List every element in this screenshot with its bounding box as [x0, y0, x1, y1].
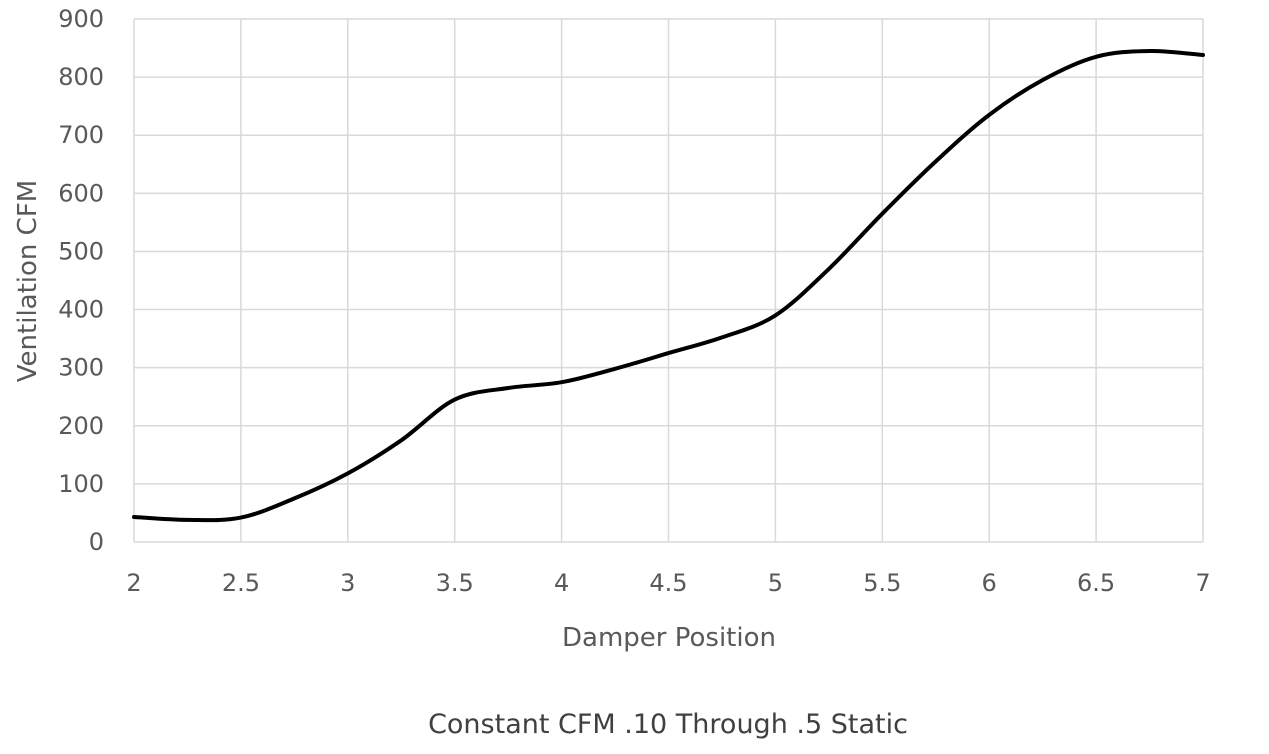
x-tick-label: 3.5: [436, 569, 474, 597]
y-tick-label: 200: [58, 412, 104, 440]
x-tick-label: 5: [768, 569, 783, 597]
series-layer: [132, 48, 1205, 523]
x-tick-label: 4.5: [649, 569, 687, 597]
x-axis-ticks: 2 2.5 3 3.5 4 4.5 5 5.5 6 6.5 7: [126, 569, 1210, 597]
chart-caption: Constant CFM .10 Through .5 Static: [428, 709, 908, 740]
y-tick-label: 600: [58, 179, 104, 207]
y-tick-label: 800: [58, 63, 104, 91]
x-tick-label: 2.5: [222, 569, 260, 597]
y-tick-label: 0: [89, 528, 104, 556]
x-tick-label: 6: [982, 569, 997, 597]
x-tick-label: 3: [340, 569, 355, 597]
grid: [133, 18, 1204, 543]
y-tick-label: 400: [58, 296, 104, 324]
y-tick-label: 900: [58, 5, 104, 33]
y-tick-label: 300: [58, 354, 104, 382]
y-tick-label: 700: [58, 121, 104, 149]
y-tick-label: 500: [58, 237, 104, 265]
x-tick-label: 6.5: [1077, 569, 1115, 597]
y-axis-ticks: 0 100 200 300 400 500 600 700 800 900: [58, 5, 104, 556]
x-tick-label: 5.5: [863, 569, 901, 597]
x-tick-label: 2: [126, 569, 141, 597]
x-tick-label: 4: [554, 569, 569, 597]
series-line: [132, 48, 1205, 523]
y-axis-title: Ventilation CFM: [13, 180, 43, 382]
x-axis-title: Damper Position: [562, 623, 776, 653]
y-tick-label: 100: [58, 470, 104, 498]
x-tick-label: 7: [1195, 569, 1210, 597]
